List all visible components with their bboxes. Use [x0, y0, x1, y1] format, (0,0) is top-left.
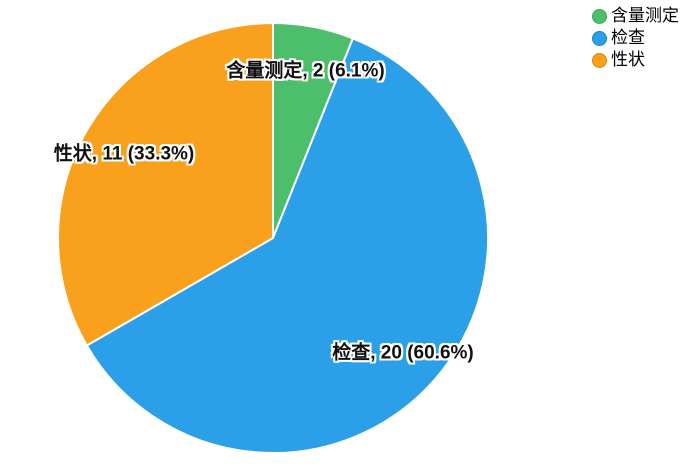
pie-slice-1[interactable]: [85, 37, 489, 454]
legend-label: 性状: [611, 50, 645, 69]
legend: 含量测定 检查 性状: [592, 5, 679, 71]
legend-label: 含量测定: [611, 6, 679, 25]
legend-item-hanliangceding[interactable]: 含量测定: [592, 5, 679, 27]
legend-marker-icon: [592, 52, 607, 68]
legend-item-xingzhuang[interactable]: 性状: [592, 49, 679, 71]
legend-marker-icon: [592, 8, 607, 24]
legend-label: 检查: [611, 28, 645, 47]
legend-marker-icon: [592, 30, 607, 46]
pie-slice-2[interactable]: [57, 22, 274, 347]
legend-item-jiancha[interactable]: 检查: [592, 27, 679, 49]
